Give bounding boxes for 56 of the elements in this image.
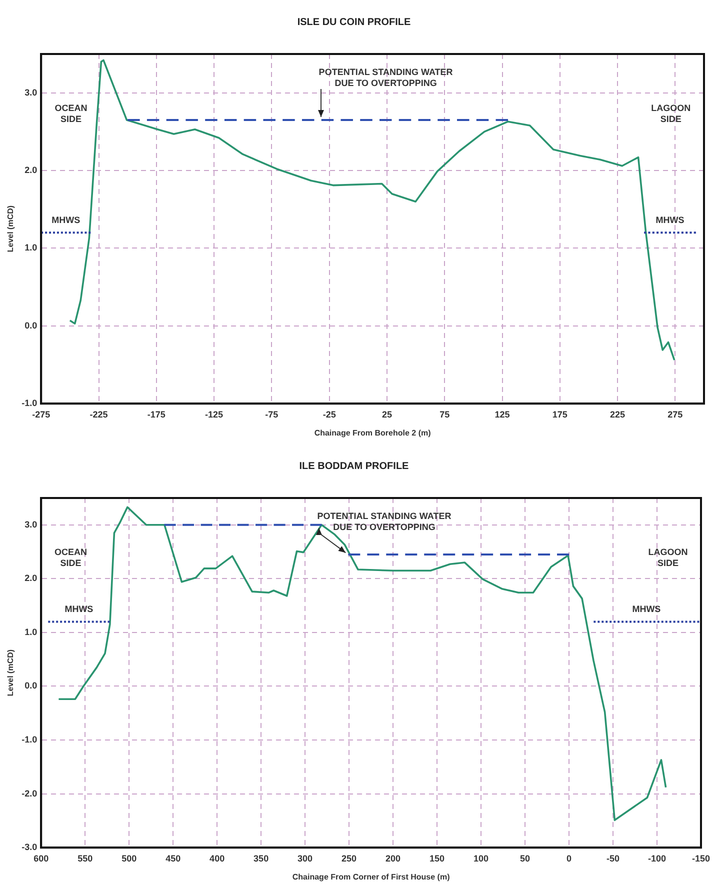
series-label: MHWS (52, 215, 80, 226)
series-label: MHWS (632, 604, 661, 614)
x-axis-title: Chainage From Borehole 2 (m) (314, 428, 432, 438)
x-tick-label: -100 (648, 853, 666, 864)
x-tick-label: -175 (147, 409, 166, 420)
y-tick-label: 2.0 (24, 573, 38, 584)
annotation: LAGOON SIDE (648, 546, 688, 568)
x-tick-label: -225 (90, 409, 108, 420)
x-tick-label: 125 (494, 409, 510, 420)
x-tick-label: 250 (342, 853, 357, 864)
x-tick-label: 75 (440, 409, 450, 420)
x-tick-label: 500 (122, 853, 137, 864)
x-tick-label: 550 (78, 853, 93, 864)
chart-title: ILE BODDAM PROFILE (299, 460, 410, 472)
x-tick-label: 400 (210, 853, 225, 864)
y-tick-label: 1.0 (24, 626, 38, 637)
series-label: MHWS (64, 604, 94, 614)
annotation: LAGOON SIDE (651, 102, 691, 124)
x-tick-label: 350 (254, 853, 269, 864)
y-tick-label: -3.0 (22, 842, 38, 852)
x-tick-label: -125 (205, 409, 224, 420)
x-axis-title: Chainage From Corner of First House (m) (292, 872, 450, 882)
y-axis-title: Level (mCD) (6, 205, 16, 252)
y-axis-title: Level (mCD) (6, 649, 16, 696)
chart-title: ISLE DU COIN PROFILE (297, 16, 411, 28)
x-tick-label: 275 (668, 409, 683, 420)
x-tick-label: 450 (166, 853, 181, 864)
x-tick-label: 100 (474, 853, 489, 864)
annotation: POTENTIAL STANDING WATER DUE TO OVERTOPPING (317, 510, 452, 532)
y-tick-label: -1.0 (22, 398, 38, 408)
x-tick-label: -25 (322, 409, 336, 420)
y-tick-label: -2.0 (22, 788, 38, 798)
y-tick-label: 3.0 (24, 87, 38, 98)
series-label: MHWS (656, 215, 684, 226)
y-tick-label: 0.0 (24, 320, 38, 330)
annotation: POTENTIAL STANDING WATER DUE TO OVERTOPPING (318, 66, 454, 88)
y-tick-label: 2.0 (24, 165, 38, 176)
x-tick-label: -275 (32, 409, 50, 420)
x-tick-label: -50 (606, 853, 620, 864)
x-tick-label: 25 (382, 409, 392, 420)
x-tick-label: 150 (430, 853, 445, 864)
x-tick-label: 0 (566, 853, 572, 864)
annotation: OCEAN SIDE (54, 546, 88, 568)
x-tick-label: 50 (520, 853, 530, 864)
x-tick-label: 225 (610, 409, 626, 420)
x-tick-label: 200 (386, 853, 401, 864)
y-tick-label: 0.0 (24, 680, 38, 691)
x-tick-label: 175 (552, 409, 568, 420)
x-tick-label: -75 (265, 409, 278, 420)
x-tick-label: 600 (34, 853, 49, 864)
y-tick-label: -1.0 (22, 734, 38, 745)
x-tick-label: 300 (298, 853, 313, 864)
annotation: OCEAN SIDE (54, 102, 88, 124)
x-tick-label: -150 (692, 853, 710, 864)
y-tick-label: 3.0 (24, 519, 38, 530)
y-tick-label: 1.0 (24, 242, 38, 253)
